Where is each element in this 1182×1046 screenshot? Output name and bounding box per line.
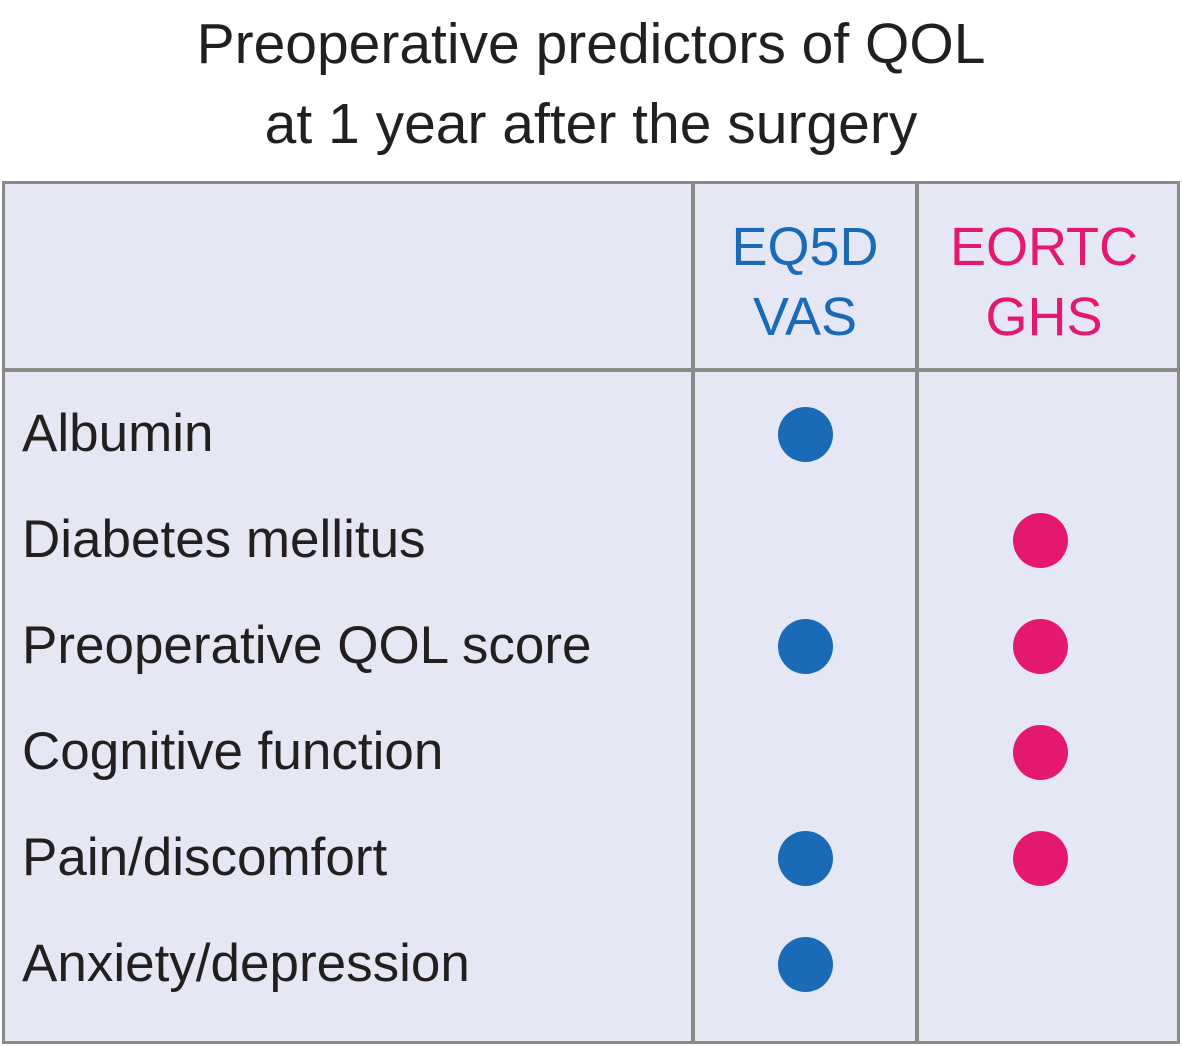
column-header-eortc-line-2: GHS: [985, 287, 1103, 347]
row-label: Pain/discomfort: [22, 828, 388, 887]
eortc-ghs-predictor-dot: [1012, 724, 1068, 780]
eq5d-vas-predictor-dot: [777, 830, 833, 886]
title-line-2: at 1 year after the surgery: [264, 92, 918, 156]
column-header-eq5d-vas: EQ5D VAS: [695, 212, 915, 352]
column-header-eq5d-line-1: EQ5D: [731, 217, 879, 277]
eq5d-vas-predictor-dot: [777, 406, 833, 462]
eortc-ghs-predictor-dot: [1012, 830, 1068, 886]
column-divider-1: [691, 184, 695, 1041]
predictor-table: EQ5D VAS EORTC GHS Albumin Diabetes melli…: [2, 181, 1180, 1044]
eq5d-vas-predictor-dot: [777, 936, 833, 992]
eortc-ghs-predictor-dot: [1012, 512, 1068, 568]
eortc-ghs-predictor-dot: [1012, 618, 1068, 674]
row-label: Preoperative QOL score: [22, 616, 592, 675]
column-header-eortc-line-1: EORTC: [949, 217, 1139, 277]
eq5d-vas-predictor-dot: [777, 618, 833, 674]
diagram-title: Preoperative predictors of QOL at 1 year…: [0, 4, 1182, 164]
row-label: Anxiety/depression: [22, 934, 470, 993]
header-divider: [5, 368, 1177, 372]
row-label: Cognitive function: [22, 722, 444, 781]
column-header-eortc-ghs: EORTC GHS: [919, 212, 1169, 352]
column-header-eq5d-line-2: VAS: [752, 287, 858, 347]
row-label: Diabetes mellitus: [22, 510, 426, 569]
title-line-1: Preoperative predictors of QOL: [196, 12, 986, 76]
row-label: Albumin: [22, 404, 214, 463]
column-divider-2: [915, 184, 919, 1041]
